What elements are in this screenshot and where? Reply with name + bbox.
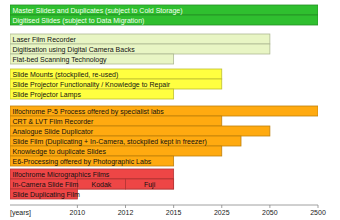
bar	[10, 5, 318, 15]
bar-label: Slide Projector Lamps	[13, 91, 82, 99]
bar-label: Slide Duplicating Film	[13, 191, 80, 199]
bar-label: Master Slides and Duplicates (subject to…	[13, 7, 183, 15]
tick-label: 2015	[166, 209, 182, 216]
tick-label: 2500	[310, 209, 326, 216]
bar	[10, 44, 270, 54]
bar	[10, 89, 174, 99]
bar	[10, 79, 222, 89]
bar	[10, 146, 222, 156]
bar-label: Flat-bed Scanning Technology	[13, 56, 108, 64]
bar	[10, 156, 174, 166]
segment-label: Kodak	[92, 181, 112, 188]
tick	[269, 205, 270, 208]
bars	[10, 5, 318, 199]
bar	[10, 126, 270, 136]
bar	[10, 54, 174, 64]
bar	[10, 116, 222, 126]
bar	[10, 34, 270, 44]
bar	[10, 179, 174, 189]
tick-label: 2050	[262, 209, 278, 216]
bar-label: Digitised Slides (subject to Data Migrat…	[13, 17, 145, 25]
tick	[318, 205, 319, 208]
bar-label: Analogue Slide Duplicator	[13, 128, 94, 136]
bar-segment	[77, 179, 125, 189]
tick	[125, 205, 126, 208]
tick	[173, 205, 174, 208]
bar-segment	[126, 179, 174, 189]
bar-label: Knowledge to duplicate Slides	[13, 148, 107, 156]
bar	[10, 69, 222, 79]
tick-label: 2010	[70, 209, 86, 216]
bar-label: Laser Film Recorder	[13, 36, 77, 43]
tick	[221, 205, 222, 208]
bar-label: CRT & LVT Film Recorder	[13, 118, 94, 125]
bar-label: Ilfochrome Micrographics Films	[13, 171, 110, 179]
bar-label: Slide Film (Duplicating + In-Camera, sto…	[13, 138, 207, 146]
bar-label: In-Camera Slide Film	[13, 181, 79, 188]
tick-label: 2025	[214, 209, 230, 216]
bar	[10, 106, 318, 116]
labels: Master Slides and Duplicates (subject to…	[13, 7, 207, 199]
bar	[10, 136, 241, 146]
bar-label: Digitisation using Digital Camera Backs	[13, 46, 136, 54]
chart: Master Slides and Duplicates (subject to…	[0, 0, 340, 220]
bar-label: Ilfochrome P-5 Process offered by specia…	[13, 108, 165, 116]
bar-label: Slide Mounts (stockpiled, re-used)	[13, 71, 119, 79]
bar-label: E6-Processing offered by Photographic La…	[13, 158, 152, 166]
tick-label: 2012	[118, 209, 134, 216]
bar	[10, 169, 174, 179]
tick	[77, 205, 78, 208]
segment-label: Fuji	[144, 181, 156, 189]
axis-label: [years]	[10, 209, 31, 217]
bar-label: Slide Projector Functionality / Knowledg…	[13, 81, 171, 89]
x-axis	[10, 205, 318, 206]
bar	[10, 15, 318, 25]
